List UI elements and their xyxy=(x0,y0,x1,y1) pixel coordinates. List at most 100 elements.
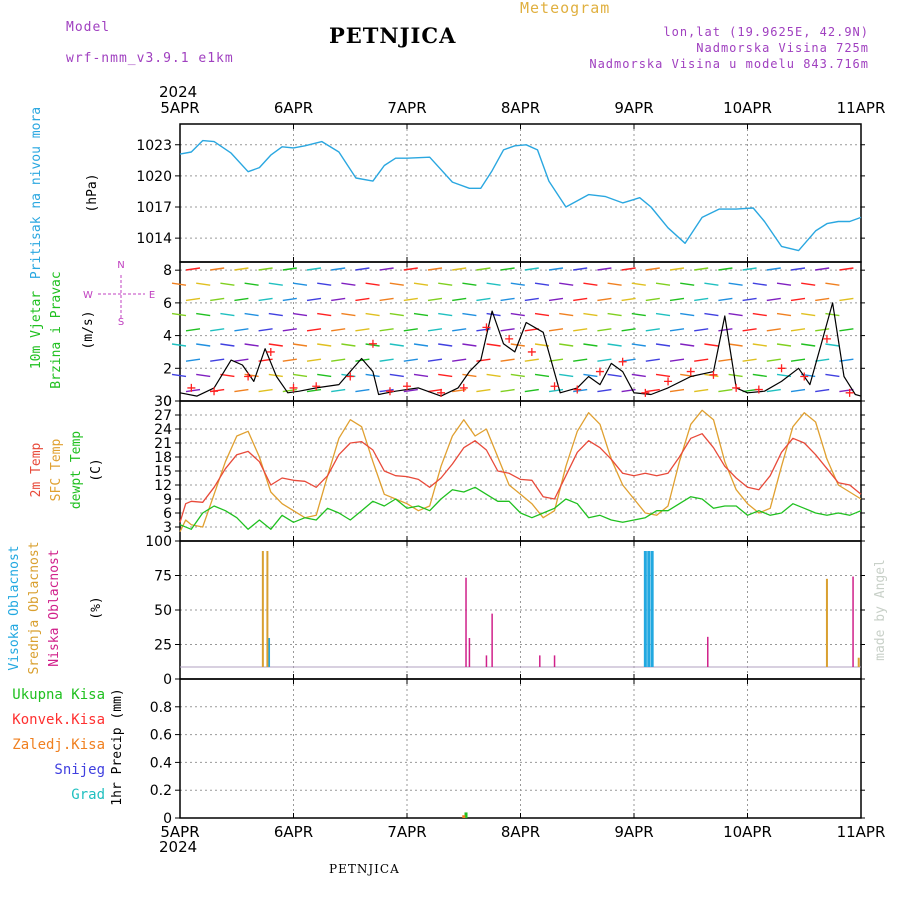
compass-s: S xyxy=(118,317,124,328)
x-tick-label-bottom: 5APR xyxy=(160,823,199,841)
wind-direction-arrow xyxy=(282,388,297,393)
cloud-bar xyxy=(267,638,271,667)
wind-direction-arrow xyxy=(621,358,636,362)
wind-direction-arrow xyxy=(573,358,588,362)
wind-direction-arrow xyxy=(621,267,636,271)
wind-direction-arrow xyxy=(486,373,501,378)
wind-direction-arrow xyxy=(413,373,429,378)
precip-axis-label: 1hr Precip (mm) xyxy=(110,688,125,805)
wind-direction-arrow xyxy=(413,343,429,347)
wind-direction-arrow xyxy=(196,373,211,378)
wind-direction-arrow xyxy=(331,267,346,271)
pressure-unit-label: (hPa) xyxy=(85,173,100,212)
gust-marker xyxy=(187,383,196,392)
y-tick-label: 2 xyxy=(163,361,172,377)
model-elevation-label: Nadmorska Visina u modelu 843.716m xyxy=(589,57,869,71)
y-tick-label: 0.2 xyxy=(150,783,172,799)
wind-direction-arrow xyxy=(355,388,370,393)
gust-marker xyxy=(845,388,854,397)
gust-marker xyxy=(312,382,321,391)
wind-direction-arrow xyxy=(185,388,201,393)
wind-direction-arrow xyxy=(427,328,443,332)
wind-direction-arrow xyxy=(728,343,743,347)
wind-direction-arrow xyxy=(331,388,346,393)
wind-direction-arrow xyxy=(210,267,225,271)
y-tick-label: 3 xyxy=(163,520,172,536)
wind-direction-arrow xyxy=(210,297,225,302)
y-tick-label: 1023 xyxy=(136,138,172,154)
wind-direction-arrow xyxy=(438,343,453,347)
wind-direction-arrow xyxy=(524,297,539,302)
wind-direction-arrow xyxy=(403,328,418,332)
wind-direction-arrow xyxy=(220,282,235,286)
wind-direction-arrow xyxy=(621,328,636,332)
wind-direction-arrow xyxy=(317,343,332,347)
wind-direction-arrow xyxy=(766,358,781,362)
wind-direction-arrow xyxy=(171,373,187,378)
wind-direction-arrow xyxy=(790,328,806,332)
wind-direction-arrow xyxy=(220,343,235,347)
y-tick-label: 12 xyxy=(154,478,172,494)
wind-direction-arrow xyxy=(341,312,356,317)
gust-marker xyxy=(527,347,536,356)
gust-marker xyxy=(777,364,786,373)
wind-direction-arrow xyxy=(413,282,429,286)
wind-direction-arrow xyxy=(331,297,346,302)
wind-direction-arrow xyxy=(597,328,612,332)
cloud-unit-label: (%) xyxy=(89,596,104,619)
cloud-bar xyxy=(553,655,556,667)
wind-direction-arrow xyxy=(815,358,830,362)
wind-direction-arrow xyxy=(268,312,283,317)
wind-direction-arrow xyxy=(607,282,622,286)
wind-direction-arrow xyxy=(728,282,743,286)
wind-direction-arrow xyxy=(365,373,380,378)
wind-direction-arrow xyxy=(825,312,840,317)
y-tick-label: 100 xyxy=(145,534,172,550)
wind-direction-arrow xyxy=(573,267,588,271)
wind-direction-arrow xyxy=(292,373,308,378)
wind-direction-arrow xyxy=(694,328,709,332)
wind-direction-arrow xyxy=(669,358,685,362)
precip-legend-item: Snijeg xyxy=(54,762,105,778)
wind-direction-arrow xyxy=(379,267,394,271)
wind-direction-arrow xyxy=(196,282,211,286)
wind-direction-arrow xyxy=(524,358,539,362)
x-tick-label-top: 11APR xyxy=(837,99,886,117)
panel-frame-precip xyxy=(179,678,862,819)
wind-direction-arrow xyxy=(210,358,225,362)
wind-direction-arrow xyxy=(801,282,816,286)
gust-marker xyxy=(482,323,491,332)
wind-direction-arrow xyxy=(282,328,297,332)
wind-direction-arrow xyxy=(790,267,806,271)
lonlat-label: lon,lat (19.9625E, 42.9N) xyxy=(663,25,869,39)
wind-direction-arrow xyxy=(486,343,501,347)
gust-marker xyxy=(505,334,514,343)
x-tick-label-bottom: 10APR xyxy=(723,823,772,841)
precip-bar xyxy=(462,815,466,818)
y-tick-label: 4 xyxy=(163,329,172,345)
gust-marker xyxy=(437,388,446,397)
wind-direction-arrow xyxy=(655,282,671,286)
gust-marker xyxy=(822,334,831,343)
wind-direction-arrow xyxy=(839,388,854,393)
gust-marker xyxy=(459,383,468,392)
wind-direction-arrow xyxy=(476,267,491,271)
gust-marker xyxy=(210,387,219,396)
wind-direction-arrow xyxy=(815,267,830,271)
wind-direction-arrow xyxy=(427,388,443,393)
wind-direction-arrow xyxy=(341,343,356,347)
wind-direction-arrow xyxy=(704,312,719,317)
wind-direction-arrow xyxy=(631,373,646,378)
wind-direction-arrow xyxy=(234,267,249,271)
wind-direction-arrow xyxy=(389,282,404,286)
wind-direction-arrow xyxy=(776,343,792,347)
wind-direction-arrow xyxy=(825,373,840,378)
mid-cloud-axis-label: Srednja Oblacnost xyxy=(27,541,42,674)
wind-direction-arrow xyxy=(438,282,453,286)
wind-direction-arrow xyxy=(331,328,346,332)
gust-marker xyxy=(403,382,411,391)
wind-direction-arrow xyxy=(694,358,709,362)
wind-direction-arrow xyxy=(583,373,598,378)
model-label: Model xyxy=(66,20,111,35)
wind-direction-arrow xyxy=(317,282,332,286)
